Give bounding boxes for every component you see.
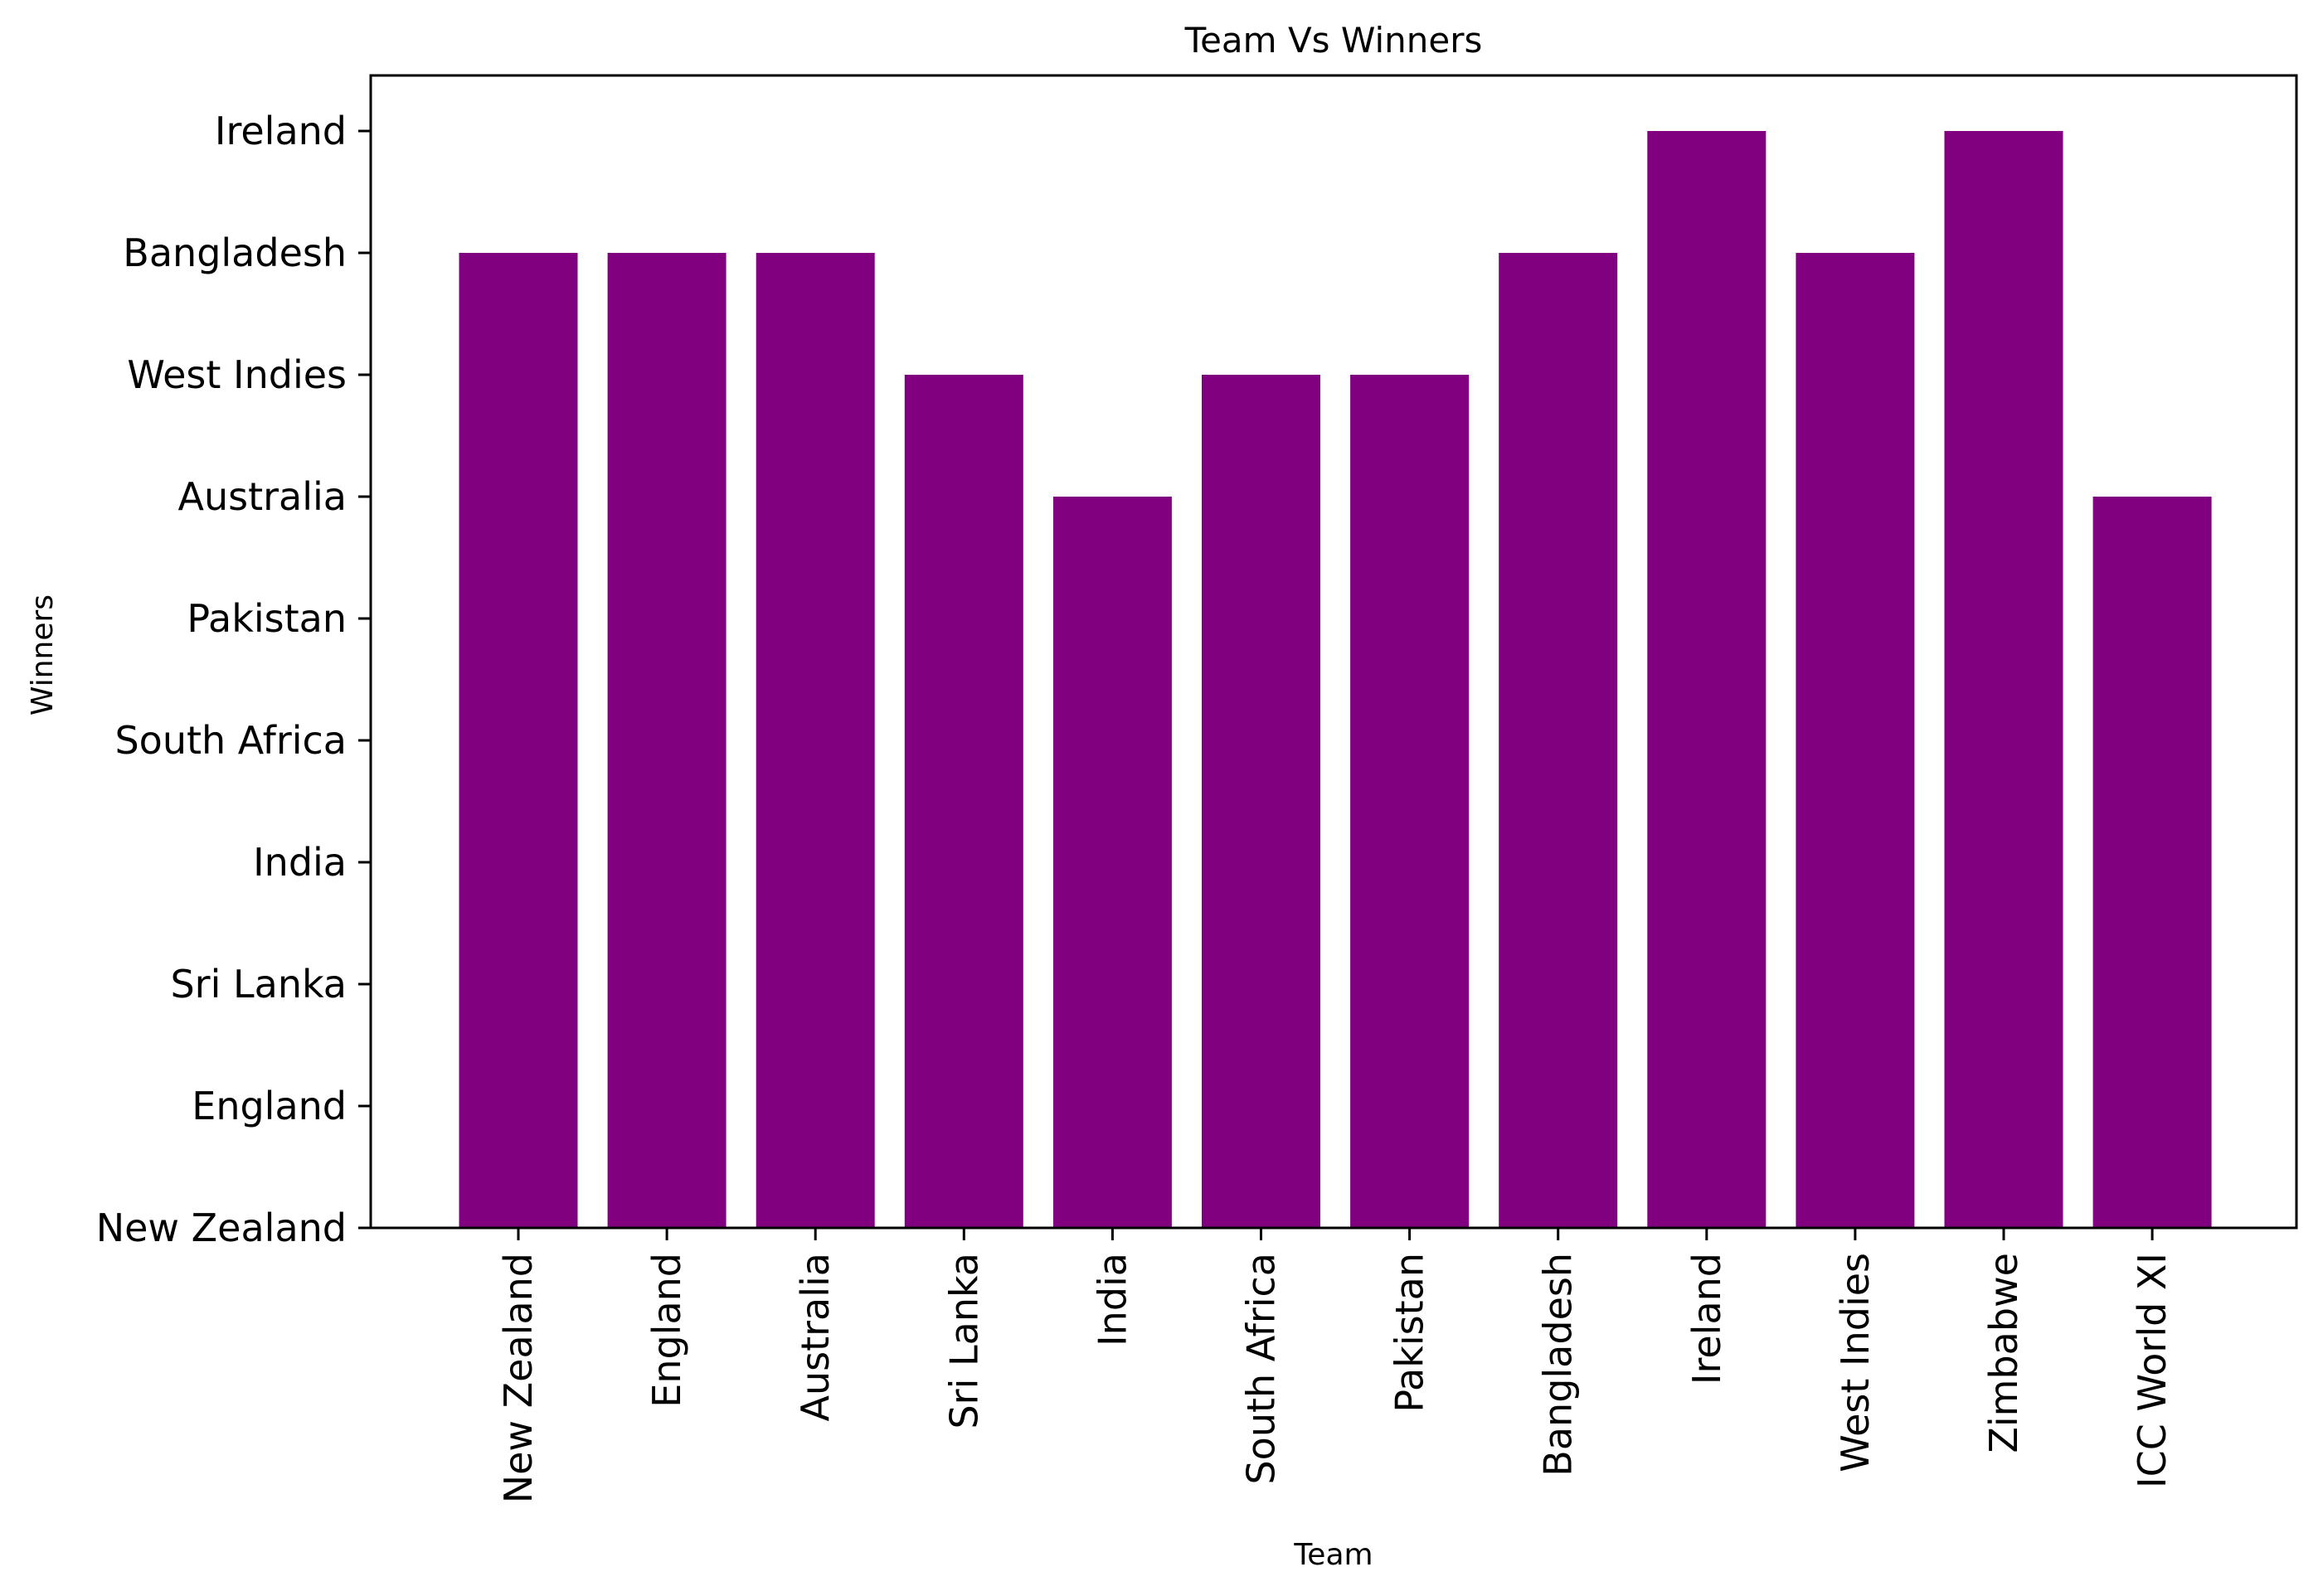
bar-icc-world-xi — [2092, 497, 2212, 1228]
x-axis-label: Team — [1293, 1538, 1373, 1572]
bars-group — [459, 131, 2212, 1228]
bar-india — [1052, 497, 1172, 1228]
y-tick-label-south-africa: South Africa — [114, 718, 347, 763]
y-tick-label-england: England — [192, 1084, 347, 1128]
y-axis-ticks: New Zealand England Sri Lanka India South Af… — [96, 109, 371, 1250]
x-tick-label-england: England — [644, 1253, 689, 1408]
x-tick-label-pakistan: Pakistan — [1387, 1253, 1432, 1413]
y-tick-label-west-indies: West Indies — [127, 352, 347, 397]
bar-south-africa — [1202, 375, 1320, 1228]
bar-ireland — [1647, 131, 1767, 1228]
bar-sri-lanka — [904, 375, 1023, 1228]
y-tick-label-bangladesh: Bangladesh — [123, 230, 347, 275]
y-axis-label: Winners — [26, 594, 60, 716]
x-tick-label-zimbabwe: Zimbabwe — [1981, 1253, 2026, 1453]
y-tick-label-australia: Australia — [178, 474, 347, 519]
chart-title: Team Vs Winners — [1184, 20, 1483, 61]
bar-zimbabwe — [1944, 131, 2063, 1228]
x-tick-label-south-africa: South Africa — [1239, 1253, 1284, 1485]
x-tick-label-bangladesh: Bangladesh — [1536, 1253, 1581, 1477]
x-tick-label-india: India — [1090, 1253, 1135, 1346]
x-tick-label-ireland: Ireland — [1684, 1253, 1729, 1385]
plot-frame — [369, 74, 2298, 1230]
x-tick-label-icc-world-xi: ICC World XI — [2130, 1253, 2175, 1488]
y-tick-label-sri-lanka: Sri Lanka — [170, 962, 347, 1007]
x-tick-label-sri-lanka: Sri Lanka — [941, 1253, 986, 1429]
x-axis-ticks: New Zealand England Australia Sri Lanka Indi… — [496, 1228, 2175, 1503]
y-tick-label-new-zealand: New Zealand — [96, 1205, 347, 1250]
x-tick-label-new-zealand: New Zealand — [496, 1253, 541, 1503]
bar-new-zealand — [459, 253, 578, 1228]
bar-australia — [756, 253, 875, 1228]
bar-west-indies — [1796, 253, 1915, 1228]
y-tick-label-ireland: Ireland — [215, 109, 347, 153]
bar-bangladesh — [1499, 253, 1618, 1228]
bar-england — [607, 253, 727, 1228]
x-tick-label-australia: Australia — [793, 1253, 838, 1421]
x-tick-label-west-indies: West Indies — [1833, 1253, 1878, 1472]
bar-pakistan — [1350, 375, 1470, 1228]
y-tick-label-pakistan: Pakistan — [187, 596, 347, 641]
y-tick-label-india: India — [253, 840, 347, 885]
